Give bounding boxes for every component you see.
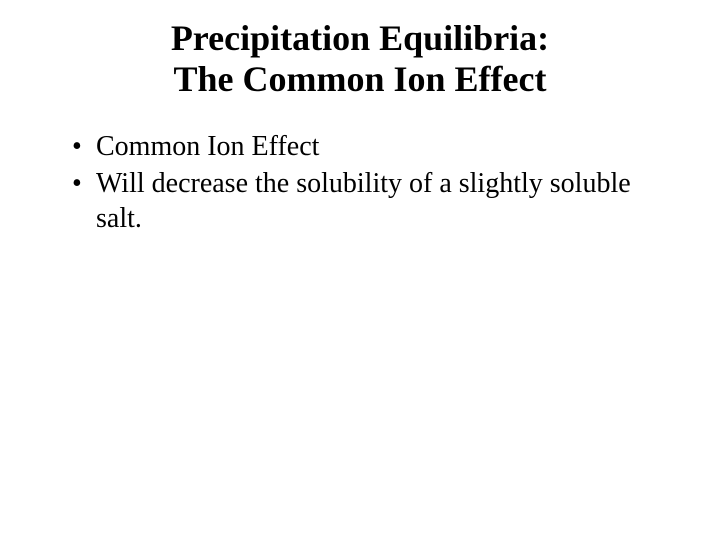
slide-container: Precipitation Equilibria: The Common Ion… (0, 0, 720, 540)
bullet-text: Common Ion Effect (96, 131, 319, 162)
slide-title: Precipitation Equilibria: The Common Ion… (60, 18, 660, 101)
title-line-2: The Common Ion Effect (174, 59, 547, 99)
bullet-text: Will decrease the solubility of a slight… (96, 168, 631, 234)
bullet-list: Common Ion Effect Will decrease the solu… (60, 129, 660, 236)
title-line-1: Precipitation Equilibria: (171, 18, 549, 58)
bullet-item: Will decrease the solubility of a slight… (68, 166, 660, 236)
bullet-item: Common Ion Effect (68, 129, 660, 164)
